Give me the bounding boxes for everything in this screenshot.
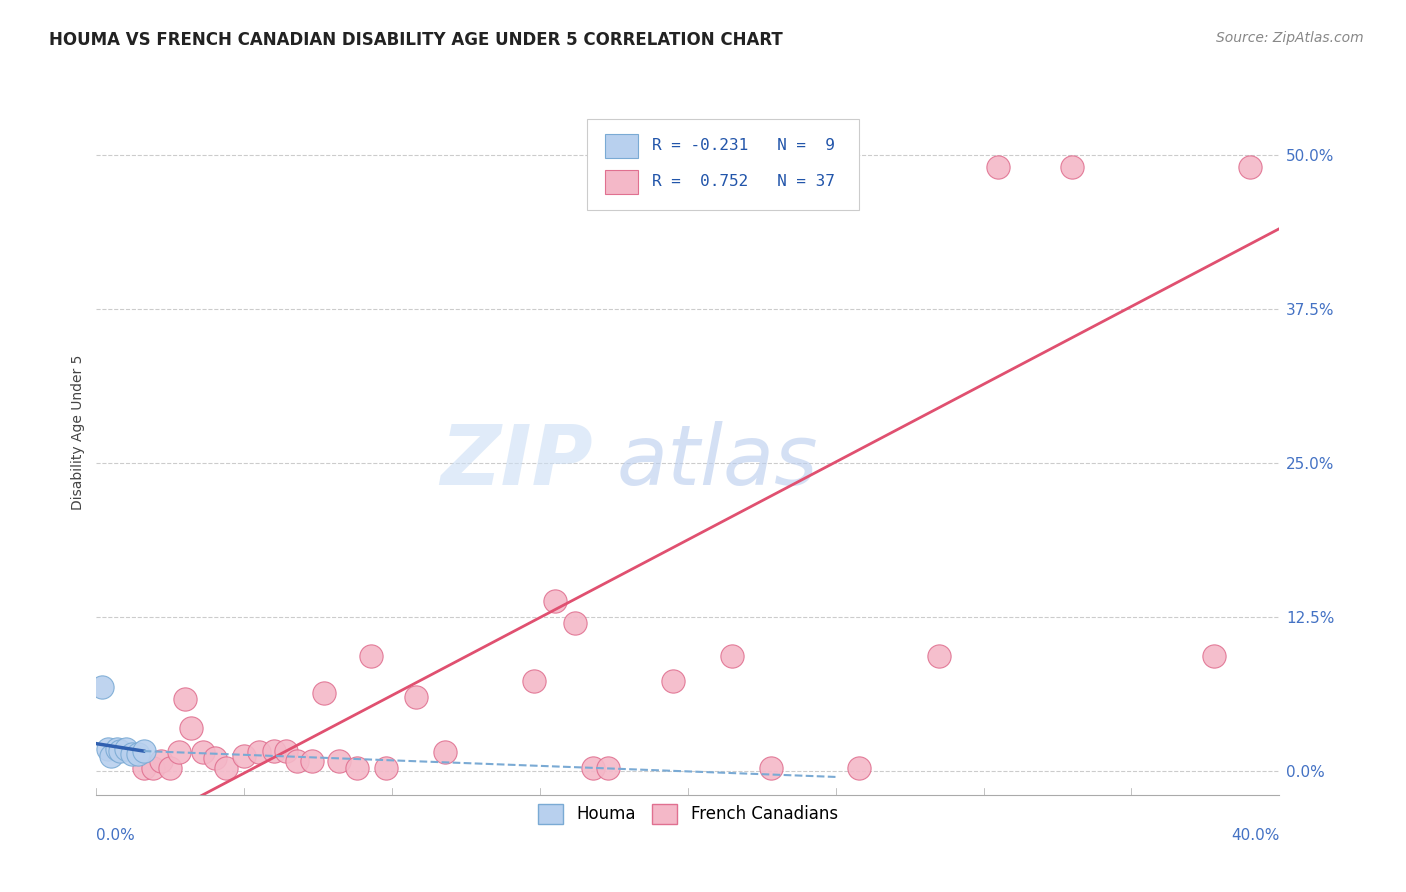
Point: [100, 749, 122, 764]
Text: Source: ZipAtlas.com: Source: ZipAtlas.com: [1216, 31, 1364, 45]
Point: [544, 593, 567, 607]
Point: [1062, 160, 1084, 174]
Point: [204, 751, 226, 765]
Text: 40.0%: 40.0%: [1230, 828, 1279, 843]
Point: [662, 673, 685, 688]
Point: [132, 761, 155, 775]
FancyBboxPatch shape: [605, 169, 638, 194]
Point: [108, 744, 131, 758]
Point: [263, 744, 285, 758]
Point: [360, 649, 382, 664]
Point: [987, 160, 1010, 174]
Point: [848, 761, 870, 775]
Point: [233, 749, 256, 764]
Point: [121, 747, 143, 761]
Text: atlas: atlas: [617, 420, 818, 501]
Point: [375, 761, 398, 775]
Text: 0.0%: 0.0%: [97, 828, 135, 843]
Point: [115, 741, 138, 756]
Point: [141, 761, 163, 775]
Point: [159, 761, 181, 775]
Legend: Houma, French Canadians: Houma, French Canadians: [531, 797, 845, 830]
Point: [247, 745, 270, 759]
Point: [150, 754, 173, 768]
Point: [180, 721, 202, 735]
Point: [928, 649, 950, 664]
Point: [127, 747, 149, 761]
Point: [274, 744, 297, 758]
Point: [346, 761, 368, 775]
Point: [523, 673, 546, 688]
Point: [564, 615, 586, 630]
Point: [91, 680, 114, 694]
Point: [596, 761, 619, 775]
Point: [301, 754, 323, 768]
Point: [759, 761, 782, 775]
Point: [215, 761, 238, 775]
Point: [167, 745, 190, 759]
Text: HOUMA VS FRENCH CANADIAN DISABILITY AGE UNDER 5 CORRELATION CHART: HOUMA VS FRENCH CANADIAN DISABILITY AGE …: [49, 31, 783, 49]
Point: [405, 690, 427, 704]
Point: [132, 744, 155, 758]
Text: R =  0.752   N = 37: R = 0.752 N = 37: [652, 174, 835, 189]
Point: [287, 754, 309, 768]
Point: [434, 745, 457, 759]
Point: [191, 745, 214, 759]
Y-axis label: Disability Age Under 5: Disability Age Under 5: [72, 354, 86, 509]
Point: [582, 761, 605, 775]
FancyBboxPatch shape: [588, 120, 859, 211]
Point: [174, 692, 197, 706]
Point: [1239, 160, 1261, 174]
Point: [328, 754, 350, 768]
Point: [105, 741, 128, 756]
Text: R = -0.231   N =  9: R = -0.231 N = 9: [652, 138, 835, 153]
Point: [721, 649, 744, 664]
Point: [312, 686, 335, 700]
Text: ZIP: ZIP: [440, 420, 593, 501]
FancyBboxPatch shape: [605, 134, 638, 158]
Point: [1204, 649, 1226, 664]
Point: [97, 741, 120, 756]
